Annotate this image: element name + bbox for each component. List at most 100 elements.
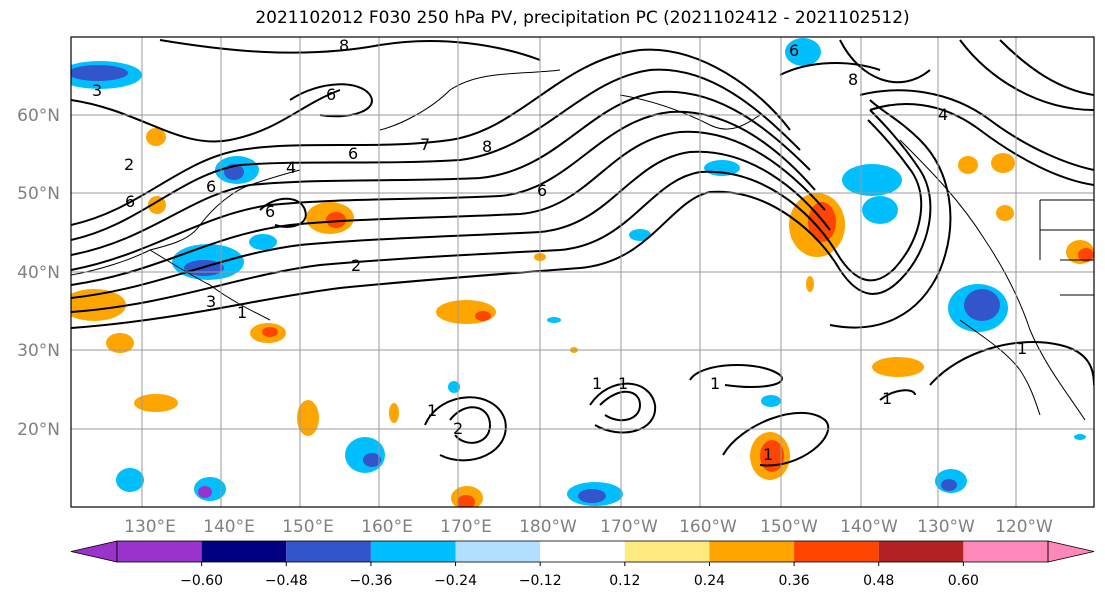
longitude-label: 140°W bbox=[840, 517, 898, 537]
pv-contour-line bbox=[71, 89, 341, 143]
colorbar-segment bbox=[117, 541, 202, 562]
shade-positive bbox=[996, 205, 1014, 221]
shade-positive bbox=[389, 403, 399, 423]
pv-contour-line bbox=[71, 68, 801, 241]
contour-label: 1 bbox=[618, 374, 628, 393]
contour-label: 8 bbox=[848, 70, 858, 89]
longitude-label: 160°E bbox=[361, 517, 413, 537]
pv-contour-line bbox=[834, 119, 923, 282]
shade-negative bbox=[785, 38, 821, 66]
colorbar-segment bbox=[709, 541, 795, 562]
coastline-segment bbox=[379, 69, 561, 131]
coastline-segment bbox=[619, 94, 761, 130]
pv-contour-line bbox=[839, 39, 931, 84]
contour-label: 8 bbox=[482, 137, 492, 156]
colorbar-tick-label: 0.36 bbox=[779, 573, 810, 589]
coastlines bbox=[71, 69, 1094, 421]
contour-label: 4 bbox=[286, 158, 296, 177]
contour-label: 1 bbox=[763, 445, 773, 464]
shade-positive bbox=[872, 357, 924, 377]
coastline-segment bbox=[149, 249, 271, 321]
shade-positive bbox=[806, 276, 814, 292]
pv-contour-line bbox=[159, 39, 541, 61]
shade-positive bbox=[146, 128, 166, 146]
pv-contour-line bbox=[779, 62, 881, 76]
coastline-segment bbox=[71, 169, 301, 276]
colorbar: −0.60 −0.48 −0.36 −0.24 −0.12 0.12 0.24 0.36 0.4… bbox=[70, 540, 1095, 589]
shade-positive bbox=[1078, 248, 1094, 262]
contour-label: 1 bbox=[237, 303, 247, 322]
pv-contour-line bbox=[929, 341, 1094, 386]
colorbar-segment bbox=[286, 541, 371, 562]
latitude-labels: 60°N 50°N 40°N 30°N 20°N bbox=[17, 106, 60, 440]
colorbar-frame bbox=[116, 540, 1049, 563]
longitude-label: 170°E bbox=[440, 517, 492, 537]
colorbar-tick-label: −0.36 bbox=[349, 573, 392, 589]
contour-label: 1 bbox=[1017, 339, 1027, 358]
latitude-label: 50°N bbox=[17, 184, 60, 204]
pv-contour-line bbox=[829, 99, 952, 329]
pv-contour-line bbox=[999, 39, 1094, 96]
shade-negative bbox=[761, 395, 781, 407]
shade-negative bbox=[704, 160, 740, 176]
shade-positive bbox=[106, 333, 134, 353]
pv-contour-line bbox=[599, 390, 642, 422]
colorbar-tick-label: 0.60 bbox=[948, 573, 979, 589]
colorbar-tick-label: 0.24 bbox=[694, 573, 725, 589]
latitude-label: 20°N bbox=[17, 420, 60, 440]
map-title: 2021102012 F030 250 hPa PV, precipitatio… bbox=[255, 8, 910, 28]
contour-label: 6 bbox=[326, 85, 336, 104]
pv-contour-line bbox=[71, 150, 831, 299]
pv-contour-line bbox=[879, 389, 916, 401]
shade-negative bbox=[578, 489, 606, 503]
shade-negative bbox=[547, 317, 561, 323]
colorbar-segment bbox=[201, 541, 287, 562]
pv-contour-line bbox=[71, 170, 836, 313]
latitude-label: 60°N bbox=[17, 106, 60, 126]
contour-labels: 8 6 3 2 6 7 8 6 4 6 6 3 4 1 2 1 1 1 1 1 … bbox=[92, 36, 1027, 464]
longitude-labels: 130°E 140°E 150°E 160°E 170°E 180°W 170°W 160°W… bbox=[124, 517, 1053, 537]
colorbar-tick-label: 0.48 bbox=[863, 573, 894, 589]
pv-contour-line bbox=[722, 411, 830, 467]
shade-positive bbox=[148, 196, 166, 214]
contour-label: 2 bbox=[351, 256, 361, 275]
pv-contour-line bbox=[71, 190, 841, 329]
contour-label: 8 bbox=[339, 36, 349, 55]
contour-label: 6 bbox=[265, 202, 275, 221]
latitude-label: 30°N bbox=[17, 341, 60, 361]
colorbar-segment bbox=[540, 541, 625, 562]
colorbar-segment bbox=[455, 541, 541, 562]
longitude-label: 130°E bbox=[124, 517, 176, 537]
map-grid bbox=[71, 37, 1094, 507]
pv-contour-line bbox=[859, 89, 1094, 171]
plot-frame bbox=[70, 36, 1095, 508]
longitude-label: 170°W bbox=[600, 517, 658, 537]
contour-label: 3 bbox=[92, 81, 102, 100]
shade-negative bbox=[964, 289, 1000, 321]
shade-positive bbox=[262, 327, 278, 337]
shade-negative bbox=[71, 65, 128, 81]
shade-positive bbox=[326, 212, 346, 228]
shade-negative bbox=[249, 234, 277, 250]
contour-label: 4 bbox=[938, 105, 948, 124]
shade-positive bbox=[297, 400, 319, 436]
shade-positive bbox=[958, 156, 978, 174]
shade-positive bbox=[134, 394, 178, 412]
colorbar-tick-label: −0.12 bbox=[519, 573, 562, 589]
longitude-label: 180°W bbox=[519, 517, 577, 537]
shade-positive bbox=[991, 153, 1015, 173]
pv-contour-line bbox=[71, 110, 816, 271]
pv-contour-line bbox=[71, 48, 791, 226]
contour-label: 1 bbox=[710, 374, 720, 393]
contour-label: 1 bbox=[427, 401, 437, 420]
colorbar-extend-max bbox=[1047, 540, 1095, 563]
latitude-label: 40°N bbox=[17, 263, 60, 283]
contour-label: 1 bbox=[882, 389, 892, 408]
pv-contour-line bbox=[839, 109, 932, 295]
shade-negative bbox=[842, 164, 902, 196]
pv-contour-line bbox=[424, 396, 507, 462]
shade-positive bbox=[457, 495, 475, 507]
longitude-label: 140°E bbox=[203, 517, 255, 537]
colorbar-tick-label: −0.60 bbox=[180, 573, 223, 589]
